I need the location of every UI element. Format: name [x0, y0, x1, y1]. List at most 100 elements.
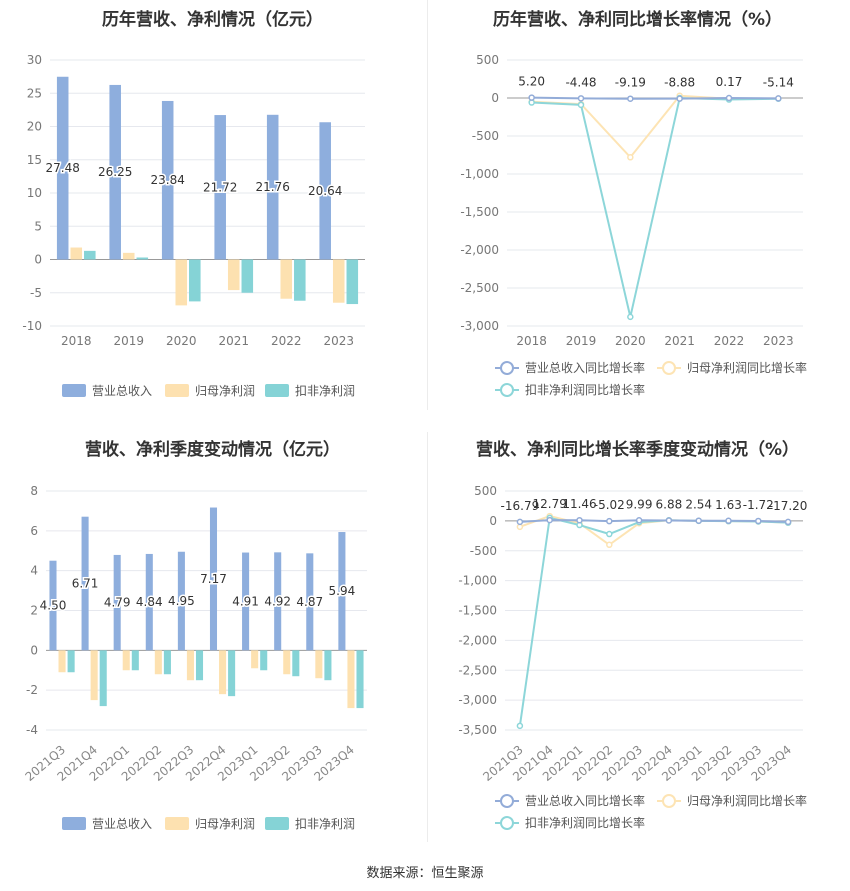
data-point — [784, 518, 792, 526]
data-label: 4.92 — [264, 594, 291, 608]
data-label: 2.54 — [685, 498, 712, 512]
x-tick-label: 2020 — [615, 334, 646, 348]
panel-divider — [427, 0, 428, 410]
bar-deducted-profit — [189, 259, 201, 302]
data-point — [576, 516, 583, 524]
bar-parent-profit — [347, 650, 355, 709]
y-tick-label: -3,000 — [458, 693, 497, 707]
x-tick-label: 2022 — [271, 334, 302, 348]
bar-deducted-profit — [136, 257, 149, 260]
bar-parent-profit — [219, 650, 227, 695]
legend-label: 扣非净利润同比增长率 — [525, 815, 645, 830]
y-tick-label: -1,000 — [460, 167, 499, 181]
data-label: -5.02 — [594, 498, 625, 512]
y-tick-label: 4 — [30, 564, 38, 578]
x-tick-label: 2021 — [664, 334, 695, 348]
bar-revenue — [209, 507, 218, 651]
data-point — [528, 94, 535, 101]
legend-label: 归母净利润同比增长率 — [687, 360, 807, 375]
y-tick-label: -500 — [470, 544, 497, 558]
x-tick-label: 2023 — [323, 334, 354, 348]
chart-title: 历年营收、净利情况（亿元） — [102, 10, 323, 30]
y-tick-label: 500 — [476, 53, 499, 67]
bar-deducted-profit — [260, 650, 268, 671]
bar-parent-profit — [154, 650, 162, 675]
y-tick-label: -2,000 — [458, 633, 497, 647]
data-point — [516, 722, 524, 730]
y-tick-label: -2 — [26, 683, 38, 697]
data-point — [695, 517, 702, 524]
legend-swatch — [165, 384, 189, 397]
series-line-revenue-growth — [519, 519, 789, 523]
data-point — [627, 95, 634, 102]
data-label: 21.76 — [256, 180, 290, 194]
bar-revenue — [113, 554, 121, 651]
chart-annual-revenue-profit: 历年营收、净利情况（亿元） 30 25 20 15 10 5 0 -5 -10 2018 2019 2… — [0, 0, 425, 420]
bar-revenue — [49, 560, 57, 651]
y-tick-label: -5 — [30, 286, 42, 300]
data-label: -4.48 — [565, 75, 596, 89]
legend-label: 扣非净利润 — [295, 384, 355, 398]
bar-parent-profit — [175, 259, 188, 306]
panel-divider — [427, 432, 428, 842]
y-tick-label: 500 — [474, 484, 497, 498]
x-tick-label: 2023 — [763, 334, 794, 348]
x-tick-label: 2021 — [218, 334, 249, 348]
y-tick-label: -3,500 — [458, 723, 497, 737]
x-tick-label: 2022 — [714, 334, 745, 348]
chart-quarterly-revenue-profit: 营收、净利季度变动情况（亿元） 8 6 4 2 0 -2 -4 2021Q3 2021Q4 202… — [0, 425, 425, 855]
y-tick-label: -10 — [22, 319, 42, 333]
y-tick-label: 0 — [34, 253, 42, 267]
data-label: 4.87 — [296, 595, 323, 609]
x-tick-label: 2019 — [566, 334, 597, 348]
y-tick-label: 20 — [27, 120, 42, 134]
y-tick-label: -3,000 — [460, 319, 499, 333]
data-point — [635, 517, 643, 524]
data-label: 6.71 — [72, 577, 99, 591]
bar-deducted-profit — [324, 650, 332, 681]
y-tick-label: -500 — [472, 129, 499, 143]
data-label: 4.50 — [40, 599, 67, 613]
x-tick-label: 2020 — [166, 334, 197, 348]
bar-revenue — [306, 553, 314, 651]
bar-deducted-profit — [163, 650, 171, 675]
y-tick-label: -2,000 — [460, 243, 499, 257]
legend-swatch — [265, 817, 289, 830]
data-label: 0.17 — [716, 75, 743, 89]
chart-quarterly-growth-rate-svg: 500 0 -500 -1,000 -1,500 -2,000 -2,500 -3,000 -3… — [458, 484, 807, 830]
bar-deducted-profit — [294, 259, 306, 301]
data-label: 7.17 — [200, 572, 227, 586]
bar-parent-profit — [315, 650, 323, 679]
legend-label: 营业总收入 — [92, 817, 152, 831]
y-tick-label: -2,500 — [460, 281, 499, 295]
legend-marker — [662, 794, 676, 808]
y-tick-label: -4 — [26, 723, 38, 737]
data-point — [627, 154, 634, 161]
legend-marker — [500, 816, 514, 830]
bar-revenue — [161, 100, 174, 260]
bar-revenue — [338, 532, 346, 651]
bar-parent-profit — [251, 650, 259, 669]
legend-swatch — [165, 817, 189, 830]
y-tick-label: 0 — [30, 643, 38, 657]
data-label: -9.19 — [615, 76, 646, 90]
data-label: -16.79 — [501, 499, 540, 513]
legend-marker — [662, 361, 676, 375]
bar-parent-profit — [122, 252, 135, 260]
data-label: 4.95 — [168, 594, 195, 608]
chart-annual-growth-rate: 历年营收、净利同比增长率情况（%） 500 0 -500 -1,000 -1,500 -2… — [425, 0, 850, 420]
legend-label: 归母净利润同比增长率 — [687, 793, 807, 808]
legend-marker — [500, 383, 514, 397]
bar-parent-profit — [283, 650, 291, 675]
legend-marker — [500, 361, 514, 375]
bar-revenue — [266, 114, 279, 260]
data-point — [755, 517, 762, 525]
data-point — [546, 516, 553, 524]
data-label: 23.84 — [151, 173, 185, 187]
bar-parent-profit — [227, 259, 240, 291]
series-line-deducted-profit-growth — [531, 96, 779, 318]
data-label: 4.84 — [136, 595, 163, 609]
bar-parent-profit — [122, 650, 130, 671]
chart-title: 历年营收、净利同比增长率情况（%） — [492, 10, 783, 30]
bar-deducted-profit — [346, 259, 359, 305]
